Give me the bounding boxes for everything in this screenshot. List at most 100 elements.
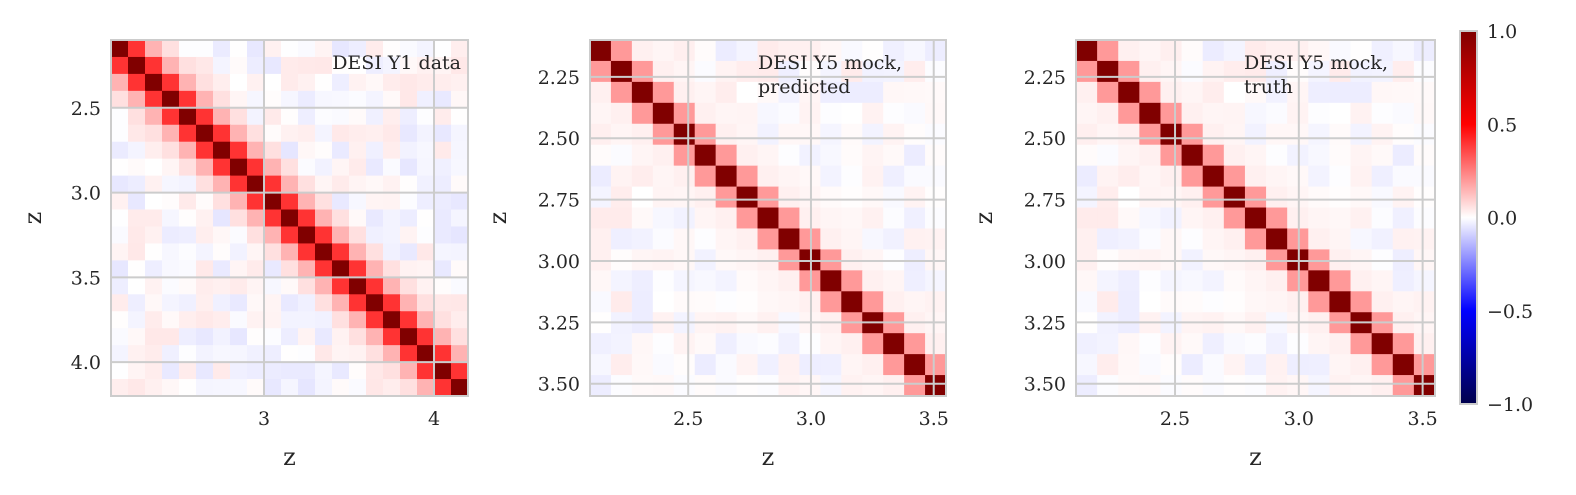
- heatmap-cell: [590, 81, 612, 104]
- heatmap-cell: [315, 90, 333, 109]
- heatmap-cell: [820, 40, 842, 62]
- heatmap-cell: [715, 354, 738, 376]
- heatmap-cell: [778, 102, 801, 125]
- heatmap-cell: [841, 123, 863, 146]
- heatmap-cell: [1413, 333, 1436, 355]
- heatmap-cell: [1181, 291, 1204, 313]
- plot-frame: [1075, 39, 1436, 397]
- heatmap-cell: [349, 328, 367, 346]
- heatmap-cell: [451, 294, 469, 312]
- heatmap-cell: [298, 328, 316, 346]
- heatmap-cell: [417, 124, 435, 143]
- heatmap-cell: [1160, 291, 1183, 313]
- heatmap-cell: [1160, 270, 1183, 292]
- heatmap-cell: [1223, 60, 1246, 83]
- heatmap-cell: [315, 362, 333, 380]
- heatmap-cell: [128, 141, 146, 160]
- panel-title-line: truth: [1244, 76, 1293, 98]
- heatmap-cell: [610, 186, 633, 209]
- heatmap-cell: [715, 207, 738, 230]
- heatmap-cell: [315, 226, 333, 245]
- heatmap-cell: [1076, 354, 1098, 376]
- heatmap-cell: [1139, 291, 1162, 313]
- heatmap-cell: [196, 90, 214, 109]
- heatmap-cell: [778, 291, 801, 313]
- heatmap-cell: [904, 186, 926, 209]
- heatmap-cell: [298, 226, 316, 245]
- heatmap-cell: [862, 207, 884, 230]
- heatmap-cell: [213, 328, 231, 346]
- heatmap-cell: [434, 107, 452, 126]
- heatmap-cell: [1160, 144, 1183, 167]
- heatmap-cell: [1202, 291, 1225, 313]
- heatmap-cell: [631, 81, 654, 104]
- heatmap-cell: [694, 333, 717, 355]
- heatmap-cell: [213, 40, 231, 58]
- panel-title-line: DESI Y5 mock,: [1244, 52, 1388, 74]
- heatmap-cell: [841, 375, 863, 397]
- heatmap-cell: [434, 141, 452, 160]
- heatmap-cell: [1392, 207, 1415, 230]
- heatmap-cell: [1097, 207, 1119, 230]
- heatmap-cell: [264, 175, 282, 194]
- heatmap-cell: [400, 141, 418, 160]
- heatmap-cell: [383, 379, 401, 397]
- heatmap-cell: [230, 328, 248, 346]
- heatmap-cell: [1118, 228, 1140, 251]
- heatmap-cell: [315, 192, 333, 211]
- heatmap-cell: [196, 124, 214, 143]
- heatmap-cell: [366, 175, 384, 194]
- heatmap-cell: [298, 158, 316, 177]
- heatmap-cell: [230, 90, 248, 109]
- heatmap-cell: [1076, 333, 1098, 355]
- heatmap-cell: [230, 192, 248, 211]
- heatmap-cell: [694, 60, 717, 83]
- heatmap-cell: [349, 192, 367, 211]
- heatmap-cell: [162, 73, 180, 92]
- heatmap-cell: [1118, 354, 1140, 376]
- colorbar-tick-label: 0.0: [1487, 208, 1517, 230]
- y-tick-label: 3.50: [1024, 374, 1066, 396]
- heatmap-cell: [451, 311, 469, 329]
- heatmap-cell: [1392, 228, 1415, 251]
- heatmap-cell: [298, 379, 316, 397]
- heatmap-cell: [1244, 270, 1267, 292]
- heatmap-cell: [841, 102, 863, 125]
- y-tick-label: 3.0: [71, 183, 101, 205]
- heatmap-cell: [1392, 81, 1415, 104]
- heatmap-cell: [179, 107, 197, 126]
- heatmap-cell: [213, 90, 231, 109]
- heatmap-cell: [1371, 270, 1394, 292]
- heatmap-cell: [778, 333, 801, 355]
- heatmap-cell: [145, 260, 163, 278]
- heatmap-cell: [757, 375, 780, 397]
- heatmap-cell: [315, 243, 333, 261]
- heatmap-cell: [1244, 354, 1267, 376]
- heatmap-cell: [281, 226, 299, 245]
- heatmap-cell: [590, 123, 612, 146]
- heatmap-cell: [1266, 333, 1288, 355]
- heatmap-cell: [694, 354, 717, 376]
- grid-lines: [590, 40, 946, 396]
- heatmap-cell: [778, 354, 801, 376]
- heatmap-cell: [1202, 144, 1225, 167]
- heatmap-cell: [1266, 40, 1288, 62]
- heatmap-cell: [247, 90, 265, 109]
- heatmap-cell: [451, 226, 469, 245]
- heatmap-cell: [179, 209, 197, 228]
- heatmap-cell: [1329, 207, 1352, 230]
- heatmap-cell: [111, 40, 129, 58]
- heatmap-cell: [610, 144, 633, 167]
- heatmap-cell: [128, 73, 146, 92]
- heatmap-cell: [820, 81, 842, 104]
- heatmap-cell: [1202, 186, 1225, 209]
- heatmap-cell: [196, 226, 214, 245]
- heatmap-cell: [715, 186, 738, 209]
- heatmap-cell: [264, 311, 282, 329]
- heatmap-cell: [434, 260, 452, 278]
- heatmap-cell: [904, 81, 926, 104]
- heatmap-cell: [652, 40, 675, 62]
- heatmap-cell: [315, 345, 333, 363]
- heatmap-cell: [1413, 102, 1436, 125]
